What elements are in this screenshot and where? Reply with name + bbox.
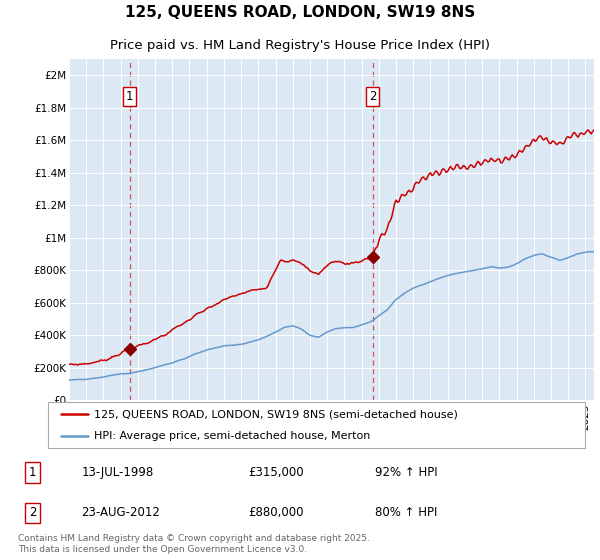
Text: 2: 2 bbox=[29, 506, 36, 520]
Text: HPI: Average price, semi-detached house, Merton: HPI: Average price, semi-detached house,… bbox=[94, 431, 370, 441]
Text: 1: 1 bbox=[29, 466, 36, 479]
Text: 92% ↑ HPI: 92% ↑ HPI bbox=[375, 466, 438, 479]
Text: £315,000: £315,000 bbox=[248, 466, 304, 479]
Text: 1: 1 bbox=[126, 90, 134, 102]
Text: 2: 2 bbox=[369, 90, 376, 102]
Text: 80% ↑ HPI: 80% ↑ HPI bbox=[375, 506, 437, 520]
Text: Price paid vs. HM Land Registry's House Price Index (HPI): Price paid vs. HM Land Registry's House … bbox=[110, 39, 490, 53]
Text: 23-AUG-2012: 23-AUG-2012 bbox=[82, 506, 160, 520]
Text: £880,000: £880,000 bbox=[248, 506, 304, 520]
Text: 13-JUL-1998: 13-JUL-1998 bbox=[82, 466, 154, 479]
Text: Contains HM Land Registry data © Crown copyright and database right 2025.
This d: Contains HM Land Registry data © Crown c… bbox=[18, 534, 370, 554]
Text: 125, QUEENS ROAD, LONDON, SW19 8NS (semi-detached house): 125, QUEENS ROAD, LONDON, SW19 8NS (semi… bbox=[94, 409, 458, 419]
Text: 125, QUEENS ROAD, LONDON, SW19 8NS: 125, QUEENS ROAD, LONDON, SW19 8NS bbox=[125, 6, 475, 20]
